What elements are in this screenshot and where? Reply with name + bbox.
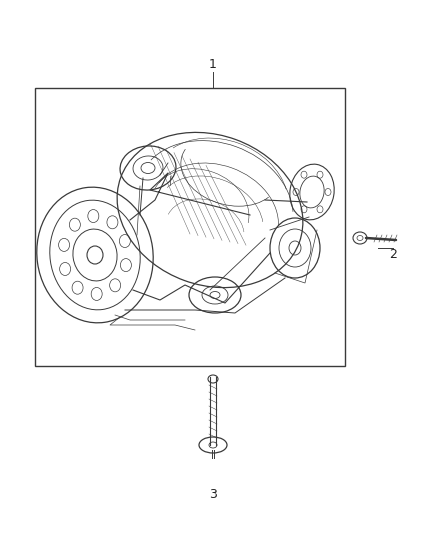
Text: 2: 2 <box>389 248 397 262</box>
Bar <box>35 88 345 366</box>
Text: 1: 1 <box>209 59 217 71</box>
Text: 3: 3 <box>209 489 217 502</box>
